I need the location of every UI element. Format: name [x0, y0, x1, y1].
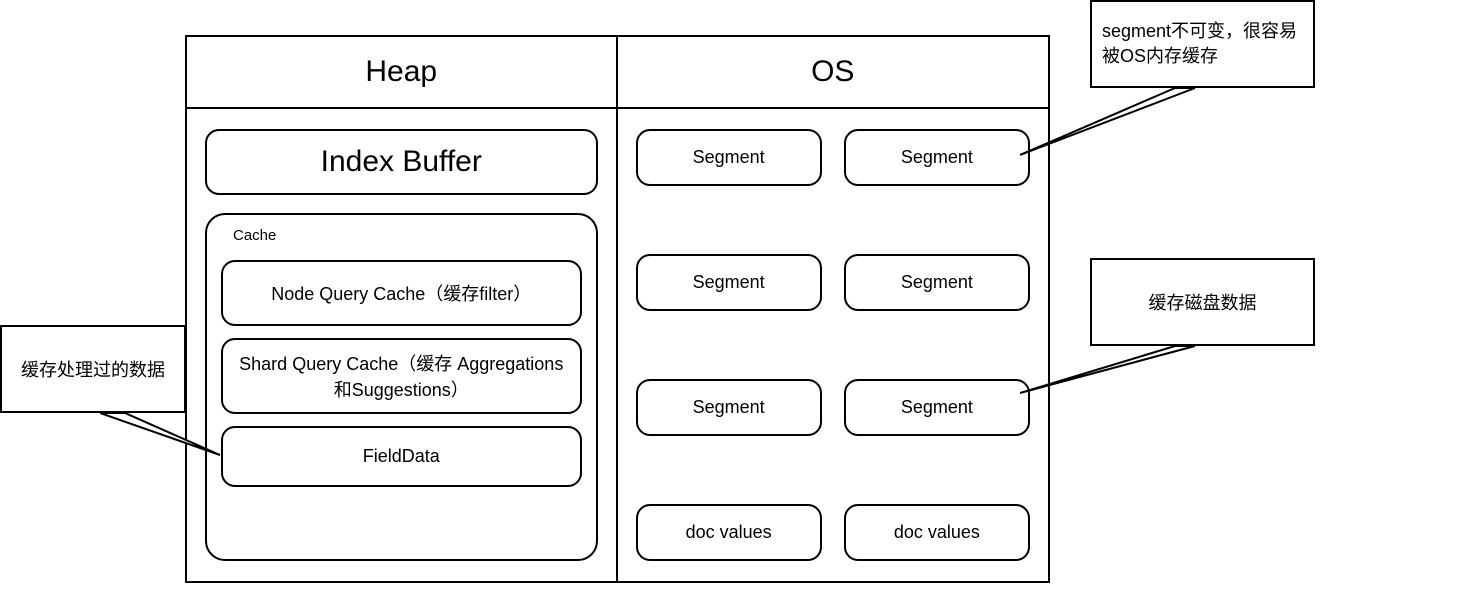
main-diagram: Heap Index Buffer Cache Node Query Cache… [185, 35, 1050, 583]
os-cell: Segment [844, 254, 1030, 311]
os-cell: doc values [844, 504, 1030, 561]
heap-title: Heap [187, 37, 616, 109]
os-row-0: Segment Segment [636, 129, 1031, 186]
heap-body: Index Buffer Cache Node Query Cache（缓存fi… [187, 109, 616, 581]
os-row-2: Segment Segment [636, 379, 1031, 436]
index-buffer-box: Index Buffer [205, 129, 598, 195]
callout-cache-disk: 缓存磁盘数据 [1090, 258, 1315, 346]
heap-section: Heap Index Buffer Cache Node Query Cache… [187, 37, 618, 581]
os-section: OS Segment Segment Segment Segment Segme… [618, 37, 1049, 581]
os-cell: doc values [636, 504, 822, 561]
cache-item-node-query: Node Query Cache（缓存filter） [221, 260, 582, 326]
os-cell: Segment [636, 379, 822, 436]
os-cell: Segment [844, 129, 1030, 186]
os-row-3: doc values doc values [636, 504, 1031, 561]
callout-cache-processed: 缓存处理过的数据 [0, 325, 186, 413]
callout-segment-immutable: segment不可变，很容易被OS内存缓存 [1090, 0, 1315, 88]
cache-item-shard-query: Shard Query Cache（缓存 Aggregations 和Sugge… [221, 338, 582, 414]
os-cell: Segment [636, 254, 822, 311]
os-cell: Segment [844, 379, 1030, 436]
cache-label: Cache [221, 227, 582, 248]
cache-item-fielddata: FieldData [221, 426, 582, 487]
cache-container: Cache Node Query Cache（缓存filter） Shard Q… [205, 213, 598, 561]
os-title: OS [618, 37, 1049, 109]
os-row-1: Segment Segment [636, 254, 1031, 311]
os-cell: Segment [636, 129, 822, 186]
os-body: Segment Segment Segment Segment Segment … [618, 109, 1049, 581]
